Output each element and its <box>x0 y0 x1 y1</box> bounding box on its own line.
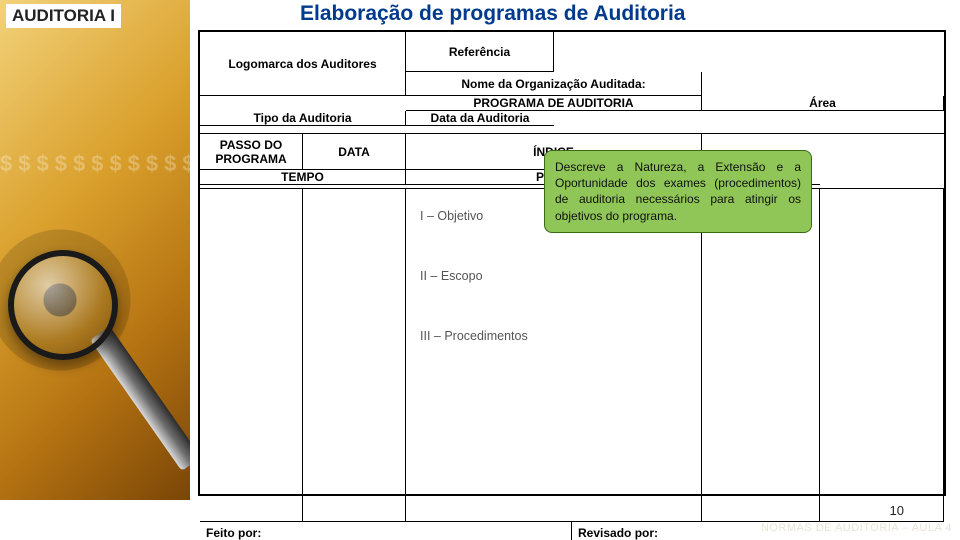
slide: $$$$$$$$$$$$$$$$$$$$$$$$$$$$$$$$$$$$$$$$… <box>0 0 960 540</box>
col-line-4 <box>702 189 820 521</box>
data-auditoria-label: Data da Auditoria <box>406 111 554 126</box>
org-name-label: Nome da Organização Auditada: <box>406 72 702 96</box>
form-body: I – Objetivo II – Escopo III – Procedime… <box>200 189 944 521</box>
page-number: 10 <box>890 503 904 518</box>
col-line-2 <box>303 189 406 521</box>
tipo-label: Tipo da Auditoria <box>200 111 406 126</box>
form-header: Logomarca dos Auditores Nome da Organiza… <box>200 32 944 126</box>
col-line-1 <box>200 189 303 521</box>
left-decorative-column: $$$$$$$$$$$$$$$$$$$$$$$$$$$$$$$$$$$$$$$$… <box>0 0 190 500</box>
col-data: DATA <box>303 134 406 170</box>
area-label: Área <box>702 96 944 111</box>
magnifier-lens-icon <box>8 250 118 360</box>
reference-label: Referência <box>406 32 554 72</box>
step-procedimentos: III – Procedimentos <box>414 309 704 369</box>
slide-title: Elaboração de programas de Auditoria <box>300 2 686 26</box>
col-line-5 <box>820 189 944 521</box>
spacer-row <box>200 126 944 134</box>
program-title-label: PROGRAMA DE AUDITORIA <box>406 96 702 111</box>
col-passo: PASSO DO PROGRAMA <box>200 134 303 170</box>
feito-por-label: Feito por: <box>200 522 572 540</box>
col-tempo: TEMPO <box>200 170 406 185</box>
escopo-callout: Descreve a Natureza, a Extensão e a Opor… <box>544 150 812 233</box>
course-label: AUDITORIA I <box>6 4 121 28</box>
footer-note: NORMAS DE AUDITORIA – AULA 4 <box>761 522 952 534</box>
logo-cell: Logomarca dos Auditores <box>200 32 406 96</box>
step-escopo: II – Escopo <box>414 249 704 309</box>
audit-form: Logomarca dos Auditores Nome da Organiza… <box>198 30 946 496</box>
